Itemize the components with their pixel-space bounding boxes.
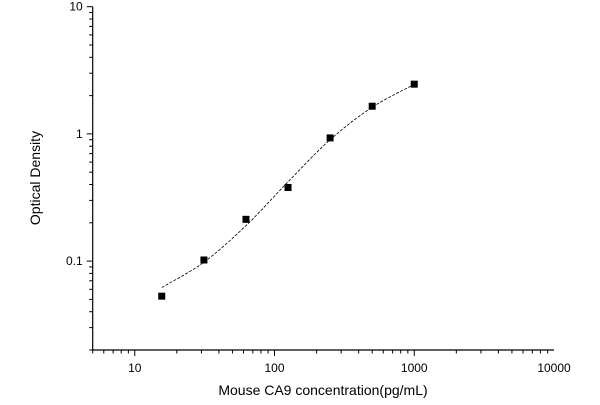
x-axis-label: Mouse CA9 concentration(pg/mL): [218, 382, 427, 398]
data-point: [242, 215, 250, 223]
y-tick-label: 0.1: [66, 254, 83, 268]
data-points: [158, 80, 418, 300]
data-point: [326, 134, 334, 142]
x-tick-label: 100: [264, 361, 284, 375]
x-tick-label: 10000: [537, 361, 571, 375]
y-axis-label: Optical Density: [27, 131, 43, 225]
data-point: [284, 183, 292, 191]
data-point: [200, 256, 208, 264]
x-tick-label: 10: [128, 361, 142, 375]
x-tick-label: 1000: [401, 361, 428, 375]
ticks: 10 100 1000 10000 0.1 1 10: [66, 0, 571, 375]
y-tick-label: 10: [69, 0, 83, 14]
data-point: [158, 292, 166, 300]
y-tick-label: 1: [76, 127, 83, 141]
axes: [92, 6, 554, 351]
data-point: [410, 80, 418, 88]
data-point: [368, 102, 376, 110]
